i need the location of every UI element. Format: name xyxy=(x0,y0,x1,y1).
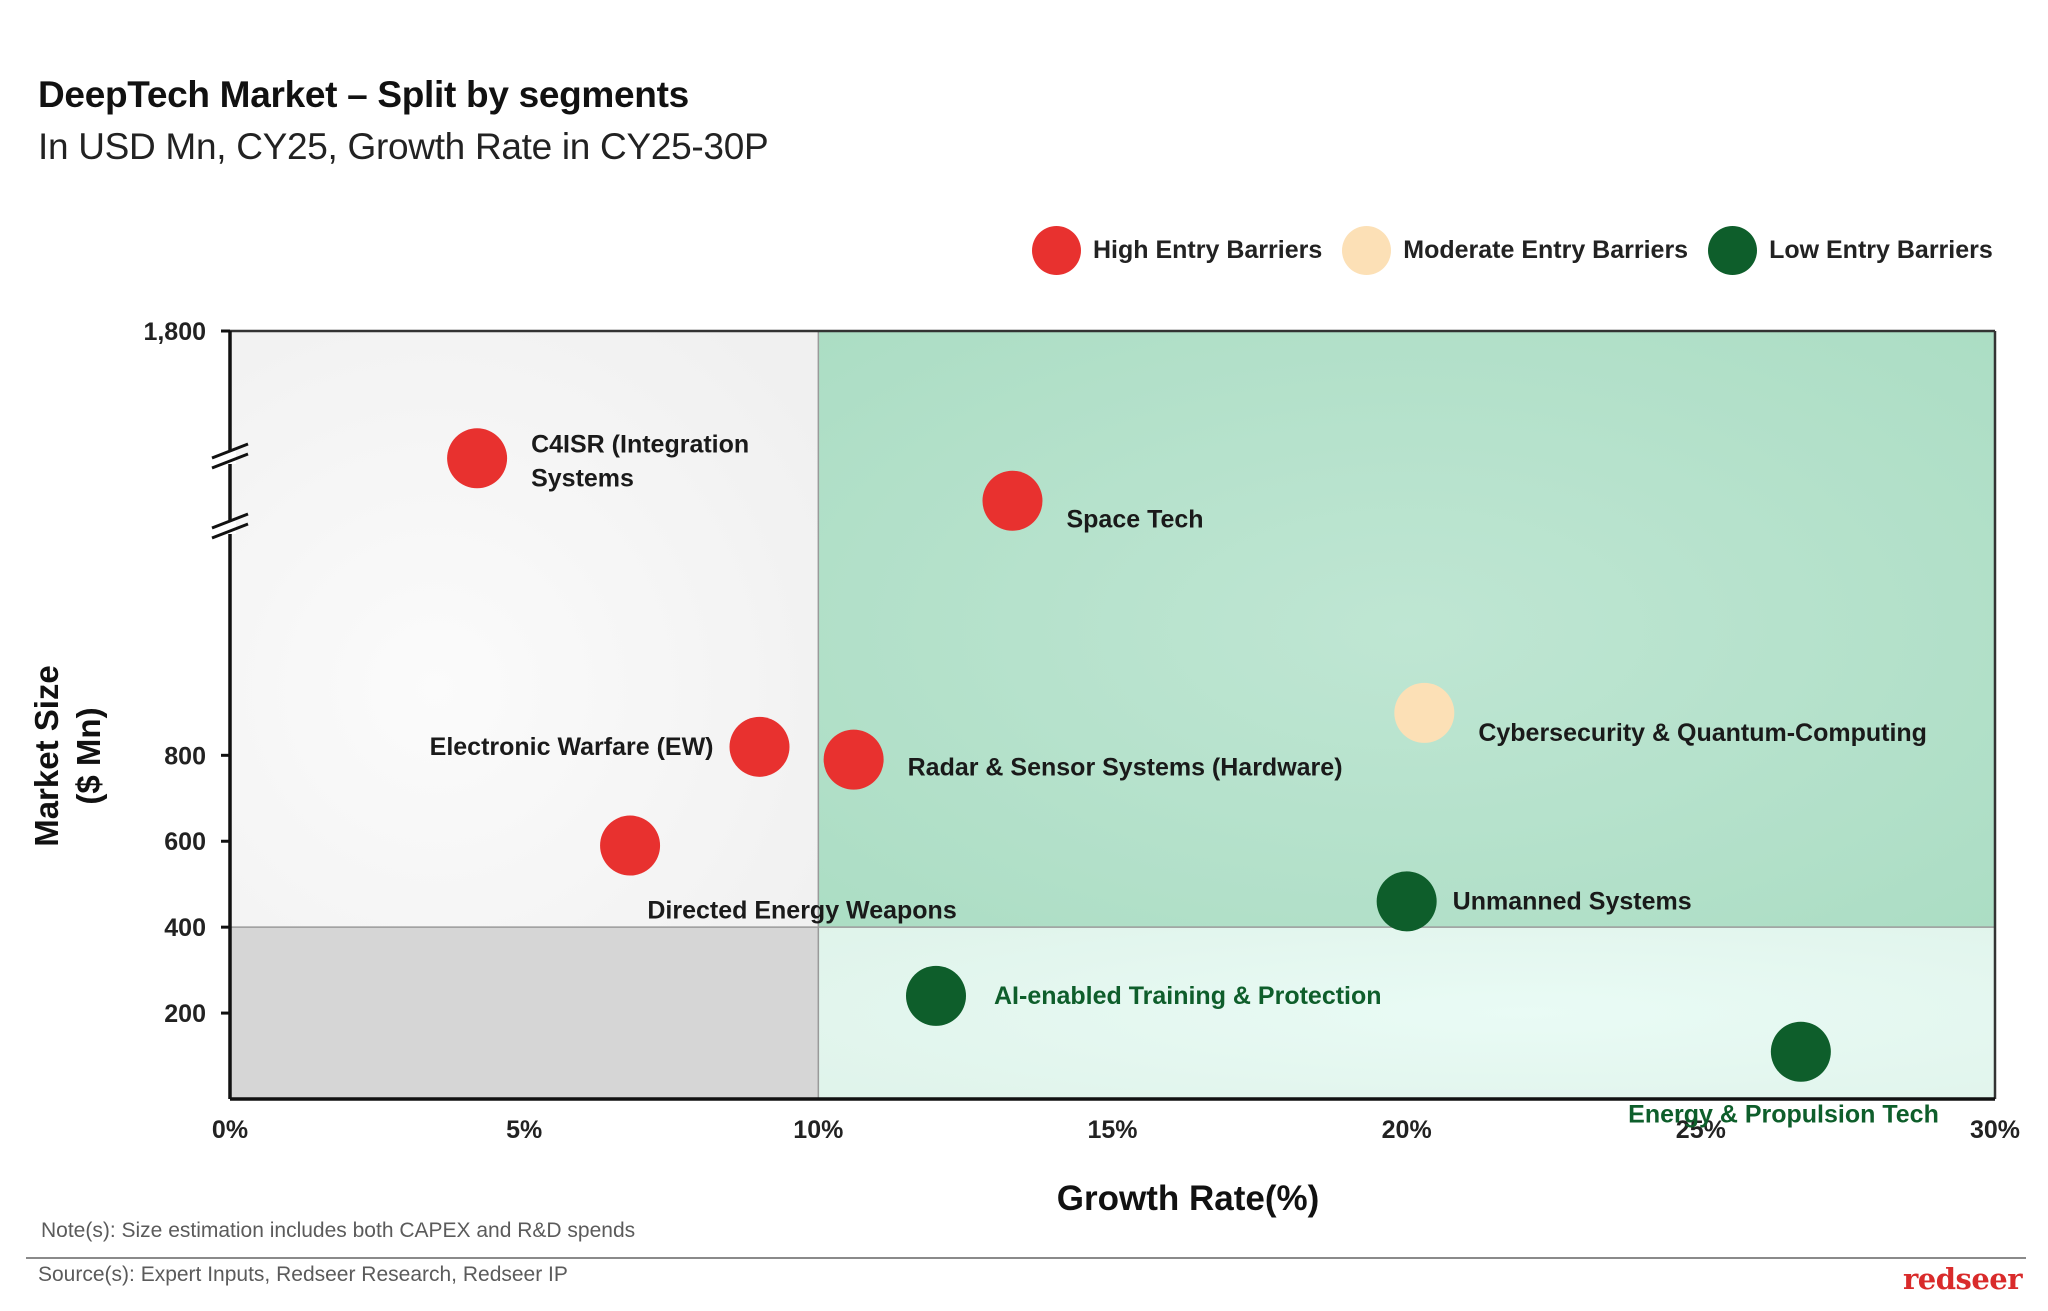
data-label: AI-enabled Training & Protection xyxy=(994,982,1382,1010)
x-tick-label: 0% xyxy=(212,1116,248,1144)
chart-subtitle: In USD Mn, CY25, Growth Rate in CY25-30P xyxy=(38,126,769,167)
data-label-line: C4ISR (Integration xyxy=(531,430,749,458)
data-label-line: Radar & Sensor Systems (Hardware) xyxy=(908,754,1343,782)
data-label-line: Electronic Warfare (EW) xyxy=(430,733,714,761)
legend-item-moderate: Moderate Entry Barriers xyxy=(1342,226,1688,275)
legend-swatch-moderate xyxy=(1342,226,1392,275)
footnote: Note(s): Size estimation includes both C… xyxy=(41,1219,636,1242)
data-label: C4ISR (Integration Systems xyxy=(531,430,749,492)
data-label: Energy & Propulsion Tech xyxy=(1628,1101,1939,1129)
y-axis-title-line: Market Size xyxy=(28,665,65,847)
legend-swatch-low xyxy=(1708,226,1758,275)
legend-label-high: High Entry Barriers xyxy=(1093,236,1323,264)
data-label: Space Tech xyxy=(1066,506,1203,534)
y-tick-label: 800 xyxy=(164,742,206,770)
data-label-line: Energy & Propulsion Tech xyxy=(1628,1101,1939,1129)
data-label-line: Cybersecurity & Quantum-Computing xyxy=(1478,719,1927,747)
data-label-line: Unmanned Systems xyxy=(1453,887,1692,915)
quadrant-bottom-left xyxy=(230,927,819,1099)
brand-logo: redseer xyxy=(1902,1262,2023,1296)
x-tick-label: 15% xyxy=(1087,1116,1137,1144)
x-tick-label: 25% xyxy=(1676,1116,1726,1144)
axis-break-mark xyxy=(211,512,249,530)
x-tick-label: 5% xyxy=(506,1116,542,1144)
x-tick-label: 20% xyxy=(1382,1116,1432,1144)
data-label: Directed Energy Weapons xyxy=(647,897,956,925)
data-label-line: AI-enabled Training & Protection xyxy=(994,982,1382,1010)
data-label-line: Directed Energy Weapons xyxy=(647,897,956,925)
data-label: Electronic Warfare (EW) xyxy=(430,733,714,761)
data-label: Radar & Sensor Systems (Hardware) xyxy=(908,754,1343,782)
x-tick-label: 10% xyxy=(793,1116,843,1144)
legend-item-low: Low Entry Barriers xyxy=(1708,226,1993,275)
x-axis-title: Growth Rate(%) xyxy=(1057,1179,1320,1218)
quadrant-top-left xyxy=(230,331,819,928)
data-point xyxy=(1770,1021,1831,1082)
axis-break-mark xyxy=(211,522,249,540)
data-point xyxy=(729,716,790,777)
legend-label-low: Low Entry Barriers xyxy=(1769,236,1993,264)
footer-divider xyxy=(26,1257,2026,1259)
data-label-line: Space Tech xyxy=(1066,506,1203,534)
y-tick-label: 400 xyxy=(164,914,206,942)
legend-swatch-high xyxy=(1032,226,1081,275)
legend: High Entry Barriers Moderate Entry Barri… xyxy=(1032,226,1993,275)
axis-break-mark xyxy=(211,452,249,470)
data-point xyxy=(600,815,661,876)
data-label-line: Systems xyxy=(531,464,634,492)
y-tick-label: 200 xyxy=(164,1000,206,1028)
data-point xyxy=(1376,871,1437,932)
y-tick-label: 600 xyxy=(164,828,206,856)
x-tick-label: 30% xyxy=(1970,1116,2020,1144)
quadrant-top-right xyxy=(818,331,1996,928)
y-tick-label: 1,800 xyxy=(143,318,206,346)
source-note: Source(s): Expert Inputs, Redseer Resear… xyxy=(38,1263,568,1286)
y-axis-title: Market Size ($ Mn) xyxy=(28,665,107,847)
y-axis-title-line: ($ Mn) xyxy=(70,707,107,804)
data-point xyxy=(982,470,1043,531)
data-point xyxy=(823,729,884,790)
chart-title: DeepTech Market – Split by segments xyxy=(38,74,689,115)
data-point xyxy=(906,965,966,1026)
data-point xyxy=(447,428,508,489)
data-label: Unmanned Systems xyxy=(1453,887,1692,915)
legend-label-moderate: Moderate Entry Barriers xyxy=(1403,236,1689,264)
data-label: Cybersecurity & Quantum-Computing xyxy=(1478,719,1927,747)
data-point xyxy=(1394,682,1455,743)
legend-item-high: High Entry Barriers xyxy=(1032,226,1322,275)
axis-break-mark xyxy=(211,442,249,460)
